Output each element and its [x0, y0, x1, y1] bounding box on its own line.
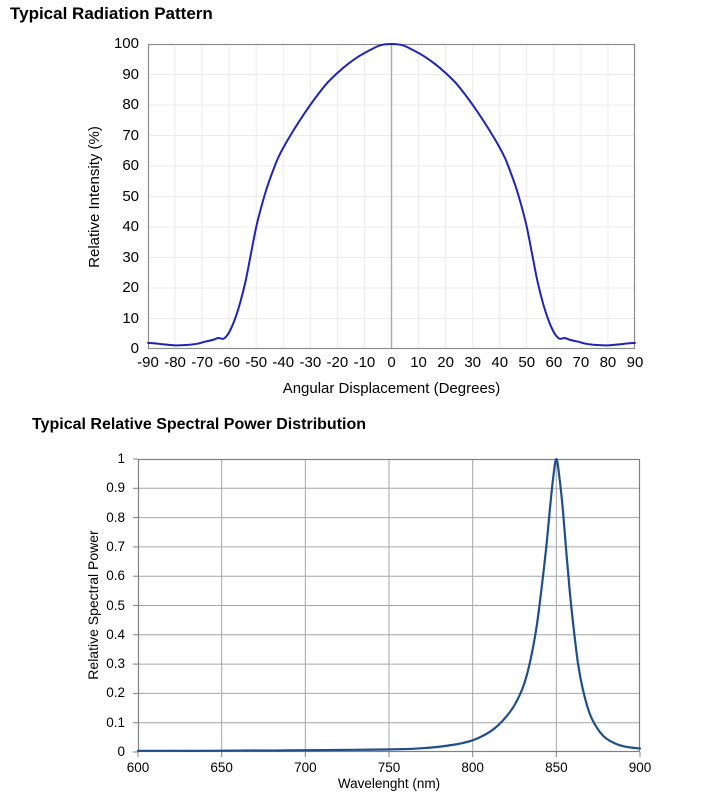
x-tick-label: 600	[126, 760, 150, 775]
x-tick-label: 50	[518, 354, 536, 371]
x-tick-label: 20	[437, 354, 454, 371]
y-tick-label: 60	[122, 157, 139, 174]
x-tick-label: -30	[299, 354, 322, 371]
chart-canvas	[133, 457, 642, 757]
y-tick-label: 0.4	[106, 626, 125, 642]
radiation-pattern-chart: Typical Radiation Pattern Relative Inten…	[10, 4, 644, 397]
y-tick-label: 40	[122, 218, 139, 235]
y-tick-label: 0.6	[106, 568, 125, 584]
x-tick-label: -50	[245, 354, 268, 371]
y-tick-label: 0.9	[106, 480, 125, 496]
spectral-power-chart: Typical Relative Spectral Power Distribu…	[0, 412, 708, 800]
spectral-x-axis-label: Wavelenght (nm)	[337, 776, 441, 791]
x-tick-label: -20	[326, 354, 349, 371]
x-tick-label: -10	[353, 354, 376, 371]
y-tick-label: 90	[122, 65, 139, 83]
x-tick-label: 40	[491, 354, 509, 371]
x-tick-label: -80	[164, 354, 186, 371]
spectral-plot-area	[133, 457, 642, 757]
chart-canvas	[147, 43, 636, 350]
y-tick-label: 30	[122, 248, 139, 266]
x-tick-label: 700	[294, 760, 317, 775]
y-tick-label: 1	[117, 451, 125, 466]
radiation-plot-area	[147, 43, 636, 350]
y-tick-label: 80	[122, 96, 139, 113]
x-tick-label: 10	[410, 354, 427, 371]
radiation-pattern-title: Typical Radiation Pattern	[10, 4, 213, 23]
y-tick-label: 100	[113, 35, 139, 52]
y-tick-label: 20	[122, 279, 139, 296]
y-tick-label: 0	[117, 744, 125, 759]
y-tick-label: 0	[130, 340, 139, 357]
x-tick-label: 90	[626, 354, 644, 371]
y-tick-label: 10	[122, 309, 139, 327]
x-tick-label: 60	[545, 354, 563, 371]
x-tick-label: -90	[137, 354, 159, 371]
spectral-power-title: Typical Relative Spectral Power Distribu…	[32, 416, 367, 433]
y-tick-label: 50	[122, 187, 139, 205]
y-tick-label: 0.3	[106, 656, 125, 672]
y-tick-label: 0.5	[106, 597, 125, 613]
plot-frame	[137, 458, 641, 753]
x-tick-label: -60	[218, 354, 240, 371]
x-tick-label: 30	[464, 354, 481, 371]
y-tick-label: 0.7	[106, 538, 125, 554]
y-tick-label: 0.1	[106, 714, 125, 730]
x-tick-label: -70	[191, 354, 213, 371]
x-tick-label: 900	[628, 760, 652, 775]
data-curve	[136, 457, 642, 752]
x-tick-label: 80	[599, 354, 617, 371]
y-tick-label: 70	[122, 126, 139, 144]
y-tick-label: 0.2	[106, 685, 125, 701]
x-tick-label: 850	[545, 760, 568, 775]
x-tick-label: 0	[387, 354, 396, 371]
y-tick-label: 0.8	[106, 509, 125, 525]
x-tick-label: 750	[377, 760, 401, 775]
x-tick-label: -40	[272, 354, 295, 371]
radiation-x-axis-label: Angular Displacement (Degrees)	[282, 380, 501, 397]
x-tick-label: 800	[461, 760, 484, 775]
x-tick-label: 650	[210, 760, 233, 775]
x-tick-label: 70	[572, 354, 590, 371]
data-curve	[147, 43, 636, 347]
